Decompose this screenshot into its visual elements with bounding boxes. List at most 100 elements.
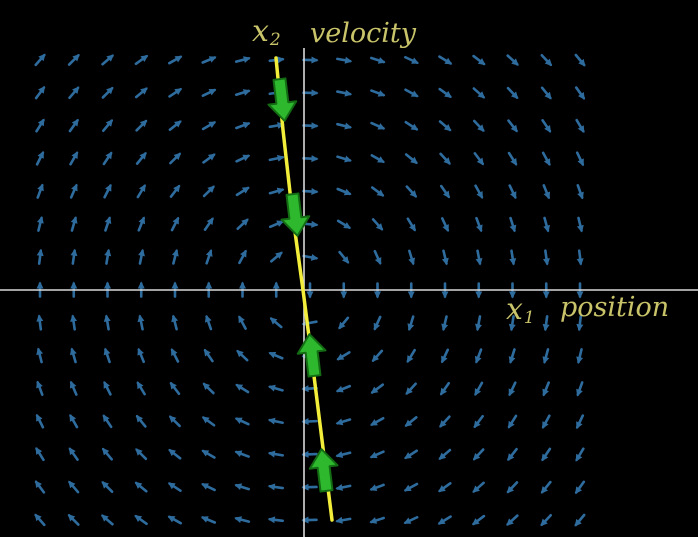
vector-field <box>34 53 586 527</box>
field-arrow <box>338 250 350 264</box>
field-arrow <box>506 514 519 526</box>
field-arrow <box>301 450 318 458</box>
field-arrow <box>441 249 449 266</box>
field-arrow <box>34 480 46 494</box>
field-arrow <box>169 184 181 198</box>
field-arrow <box>507 447 518 461</box>
field-arrow <box>268 220 285 229</box>
field-arrow <box>438 448 452 460</box>
x1-subscript: 1 <box>523 308 535 328</box>
field-arrow <box>104 248 112 265</box>
field-arrow <box>168 55 183 65</box>
field-arrow <box>336 122 353 130</box>
field-arrow <box>541 447 552 462</box>
field-arrow <box>336 351 351 361</box>
field-arrow <box>405 185 418 198</box>
field-arrow <box>69 347 77 364</box>
field-arrow <box>508 381 517 397</box>
field-arrow <box>36 347 44 364</box>
field-arrow <box>336 187 352 196</box>
field-arrow <box>136 184 146 199</box>
field-arrow <box>574 513 586 527</box>
field-arrow <box>473 152 484 166</box>
field-arrow <box>370 186 385 197</box>
field-arrow <box>474 381 484 396</box>
field-arrow <box>576 184 584 200</box>
field-arrow <box>507 151 518 166</box>
field-arrow <box>268 154 285 162</box>
field-arrow <box>475 315 482 332</box>
field-arrow <box>438 55 453 65</box>
field-arrow <box>301 418 318 425</box>
field-arrow <box>370 383 385 394</box>
field-arrow <box>138 248 145 265</box>
field-arrow <box>406 348 416 363</box>
field-arrow <box>475 216 483 233</box>
field-arrow <box>438 120 452 132</box>
field-arrow <box>202 153 216 164</box>
direction-arrows <box>267 77 339 493</box>
field-arrow <box>234 450 250 458</box>
x1-axis-name: position <box>560 292 670 323</box>
field-arrow <box>169 152 182 165</box>
field-arrow <box>137 216 146 232</box>
field-arrow <box>35 118 45 133</box>
field-arrow <box>104 216 112 232</box>
field-arrow <box>441 315 449 332</box>
field-arrow <box>576 381 584 397</box>
field-arrow <box>301 516 318 524</box>
field-arrow <box>542 381 550 397</box>
field-arrow <box>103 380 112 396</box>
field-arrow <box>101 481 114 494</box>
field-arrow <box>101 54 114 66</box>
field-arrow <box>69 183 78 199</box>
field-arrow <box>302 253 319 261</box>
field-arrow <box>235 154 251 163</box>
field-arrow <box>574 480 586 495</box>
field-arrow <box>103 347 111 364</box>
field-arrow <box>34 513 46 527</box>
field-arrow <box>102 151 113 166</box>
field-arrow <box>406 217 416 232</box>
field-arrow <box>472 54 486 66</box>
field-arrow <box>234 516 251 523</box>
field-arrow <box>69 414 79 429</box>
field-arrow <box>35 447 45 462</box>
field-arrow <box>576 249 584 266</box>
field-arrow <box>405 382 417 395</box>
field-arrow <box>542 249 550 266</box>
field-arrow <box>134 514 148 526</box>
field-arrow <box>168 415 181 428</box>
field-arrow <box>36 183 44 199</box>
field-arrow <box>440 217 450 232</box>
field-arrow <box>235 121 251 130</box>
field-arrow <box>36 216 44 232</box>
field-arrow <box>506 481 519 494</box>
field-arrow <box>474 348 483 364</box>
field-arrow <box>404 120 419 131</box>
field-arrow <box>336 155 352 163</box>
field-arrow <box>540 53 553 67</box>
direction-arrow-up <box>296 333 327 378</box>
field-arrow <box>472 481 485 493</box>
field-arrow <box>201 88 217 97</box>
field-arrow <box>541 151 551 167</box>
field-arrow <box>235 383 250 394</box>
direction-arrow-down <box>280 192 311 237</box>
field-arrow <box>134 481 148 493</box>
field-arrow <box>68 480 80 494</box>
field-arrow <box>302 188 319 196</box>
field-arrow <box>267 483 284 491</box>
field-arrow <box>439 152 451 165</box>
field-arrow <box>102 414 113 429</box>
field-arrow <box>167 482 182 493</box>
field-arrow <box>200 516 217 524</box>
field-arrow <box>68 447 79 461</box>
field-arrow <box>440 348 450 364</box>
direction-arrow-up <box>308 448 339 493</box>
field-arrow <box>438 482 452 493</box>
field-arrow <box>509 249 517 266</box>
field-arrow <box>238 315 247 330</box>
field-arrow <box>473 414 484 429</box>
field-arrow <box>234 483 251 491</box>
